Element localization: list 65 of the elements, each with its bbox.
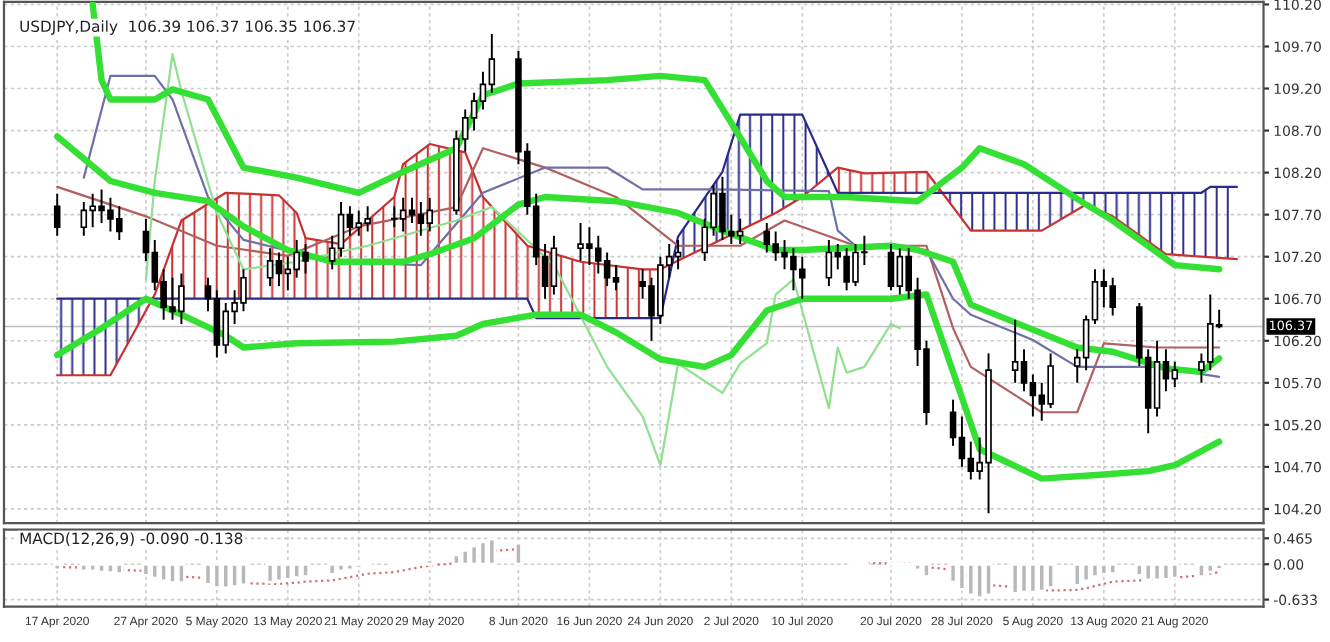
- bar: [1152, 562, 1162, 582]
- candlestick: [337, 201, 345, 258]
- candlestick: [763, 222, 771, 254]
- bar: [141, 562, 151, 577]
- candlestick: [825, 238, 833, 288]
- candlestick: [603, 251, 611, 288]
- bar: [1090, 562, 1100, 578]
- candlestick: [550, 234, 558, 296]
- bar: [948, 562, 958, 584]
- bar: [212, 562, 222, 590]
- bar: [1143, 562, 1153, 582]
- candlestick: [887, 243, 895, 292]
- bar: [1028, 562, 1038, 594]
- line-series: [144, 52, 901, 467]
- candlestick: [896, 247, 904, 296]
- candlestick: [399, 196, 407, 233]
- candlestick: [612, 264, 620, 292]
- candlestick: [958, 415, 966, 468]
- bar: [79, 562, 89, 573]
- bar: [176, 562, 186, 585]
- candlestick: [80, 201, 88, 237]
- candlestick: [1020, 348, 1028, 393]
- bar: [469, 544, 479, 566]
- candlestick: [1171, 360, 1179, 388]
- bar: [1081, 562, 1091, 583]
- candlestick: [798, 255, 806, 300]
- candlestick: [1109, 276, 1116, 317]
- candlestick: [470, 91, 478, 132]
- bar: [921, 562, 931, 578]
- candlestick: [53, 192, 61, 237]
- candlestick: [594, 234, 602, 275]
- bar: [345, 562, 355, 572]
- candlestick: [674, 238, 682, 271]
- bar: [1161, 562, 1171, 581]
- bar: [460, 548, 470, 566]
- bar: [114, 562, 124, 576]
- candlestick: [1011, 318, 1019, 384]
- candlestick: [266, 247, 274, 288]
- bar: [265, 562, 275, 584]
- bar: [957, 562, 967, 591]
- bar: [52, 562, 62, 572]
- candlestick: [488, 32, 496, 94]
- bar: [1214, 562, 1224, 571]
- candlestick: [355, 209, 363, 237]
- bar: [1010, 562, 1020, 595]
- candlestick: [275, 251, 283, 288]
- candlestick: [390, 205, 398, 229]
- candlestick: [426, 196, 434, 233]
- candlestick: [1153, 339, 1161, 418]
- candlestick: [364, 205, 371, 233]
- bar: [274, 562, 284, 583]
- bar: [203, 562, 213, 586]
- bar: [1019, 562, 1029, 594]
- candlestick: [213, 289, 221, 359]
- bar: [336, 562, 346, 573]
- line-series: [56, 147, 1221, 414]
- candlestick: [967, 440, 975, 481]
- candlestick: [222, 301, 230, 355]
- line-series: [56, 113, 1238, 320]
- bar: [478, 540, 488, 566]
- candlestick: [284, 255, 292, 292]
- bar: [238, 562, 248, 587]
- candlestick: [736, 217, 744, 246]
- bar: [513, 541, 523, 566]
- candlestick: [417, 201, 425, 237]
